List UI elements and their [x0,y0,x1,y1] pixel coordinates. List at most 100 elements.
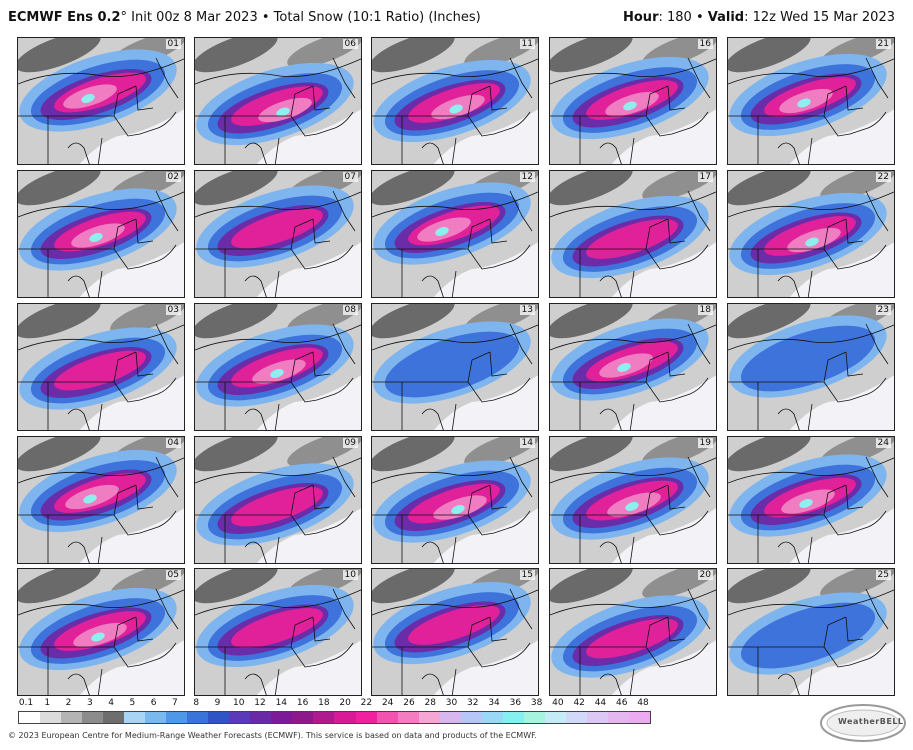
snowfall-map [195,569,361,695]
member-number-label: 16 [697,39,713,49]
colorbar-swatch [313,712,335,723]
colorbar-swatch [502,712,524,723]
colorbar-tick-label: 2 [65,698,72,708]
colorbar-tick-label: 42 [573,698,585,708]
member-number-label: 03 [165,305,181,315]
member-number-label: 25 [875,570,891,580]
ensemble-member-panel: 15 [371,568,539,696]
colorbar-swatch [523,712,545,723]
member-number-label: 24 [875,438,891,448]
weatherbell-logo [820,704,906,742]
member-number-label: 05 [165,570,181,580]
colorbar-swatch [19,712,41,723]
member-number-label: 20 [697,570,713,580]
snowfall-map [728,304,894,430]
colorbar-tick-label: 34 [488,698,500,708]
colorbar-swatch [565,712,587,723]
colorbar-swatch [544,712,566,723]
ensemble-member-panel: 16 [549,37,717,165]
map-header: ECMWF Ens 0.2° Init 00z 8 Mar 2023 • Tot… [0,0,913,34]
ensemble-member-panel: 06 [194,37,362,165]
snowfall-map [195,304,361,430]
colorbar-tick-label: 16 [296,698,309,708]
colorbar-tick-label: 20 [339,698,351,708]
snowfall-map [550,171,716,297]
colorbar-swatch [82,712,104,723]
colorbar-tick-label: 40 [552,698,564,708]
colorbar-swatch [40,712,62,723]
member-number-label: 23 [875,305,891,315]
snowfall-map [372,569,538,695]
valid-value: : 12z Wed 15 Mar 2023 [744,10,895,25]
member-number-label: 13 [519,305,535,315]
colorbar-swatch [145,712,167,723]
colorbar-swatch [397,712,419,723]
snowfall-map [18,437,184,563]
logo-text: WeatherBELL [838,717,904,726]
colorbar-tick-label: 30 [445,698,458,708]
ensemble-member-panel: 13 [371,303,539,431]
colorbar-tick-label: 8 [193,698,200,708]
colorbar-tick-label: 4 [108,698,114,708]
ensemble-member-panel: 22 [727,170,895,298]
ensemble-member-panel: 04 [17,436,185,564]
colorbar-swatch [187,712,209,723]
member-number-label: 21 [875,39,891,49]
colorbar-tick-label: 44 [594,698,607,708]
colorbar-tick-label: 22 [360,698,373,708]
colorbar-swatch [103,712,125,723]
valid-bullet: • [691,10,708,25]
copyright-footer: © 2023 European Centre for Medium-Range … [8,731,537,740]
snowfall-map [728,437,894,563]
member-number-label: 10 [342,570,358,580]
colorbar-tick-label: 9 [214,698,221,708]
snowfall-colorbar [18,711,651,724]
snowfall-map [550,304,716,430]
colorbar-swatch [124,712,146,723]
colorbar-swatch [292,712,314,723]
colorbar-swatch [208,712,230,723]
colorbar-tick-label: 3 [86,698,93,708]
ensemble-member-grid: 01 02 03 04 05 06 07 08 09 10 11 12 13 14 15 16 17 18 19 20… [17,37,895,696]
colorbar-tick-label: 48 [637,698,649,708]
ensemble-member-panel: 23 [727,303,895,431]
colorbar-swatch [418,712,440,723]
ensemble-member-panel: 05 [17,568,185,696]
snowfall-map [372,304,538,430]
colorbar-swatch [628,712,650,723]
colorbar-swatch [376,712,398,723]
member-number-label: 22 [875,172,891,182]
ensemble-member-panel: 18 [549,303,717,431]
colorbar-tick-label: 10 [233,698,245,708]
ensemble-member-panel: 09 [194,436,362,564]
colorbar-tick-label: 38 [530,698,543,708]
colorbar-swatch [250,712,272,723]
colorbar-tick-label: 46 [615,698,628,708]
snowfall-map [18,171,184,297]
degree-symbol: ° [120,10,128,25]
colorbar-tick-label: 1 [44,698,51,708]
snowfall-map [372,437,538,563]
ensemble-member-panel: 21 [727,37,895,165]
ensemble-member-panel: 07 [194,170,362,298]
snowfall-map [550,569,716,695]
colorbar-swatch [586,712,608,723]
colorbar-swatch [481,712,503,723]
colorbar-tick-label: 26 [403,698,415,708]
snowfall-map [18,304,184,430]
member-number-label: 01 [165,39,181,49]
member-number-label: 19 [697,438,713,448]
hour-label: Hour [623,10,659,25]
snowfall-map [372,38,538,164]
snowfall-map [728,569,894,695]
colorbar-swatch [61,712,83,723]
colorbar-swatch [166,712,188,723]
colorbar-swatch [355,712,377,723]
snowfall-map [195,171,361,297]
colorbar-swatch [607,712,629,723]
ensemble-member-panel: 25 [727,568,895,696]
ensemble-member-panel: 24 [727,436,895,564]
ensemble-member-panel: 03 [17,303,185,431]
ensemble-member-panel: 17 [549,170,717,298]
ensemble-member-panel: 10 [194,568,362,696]
